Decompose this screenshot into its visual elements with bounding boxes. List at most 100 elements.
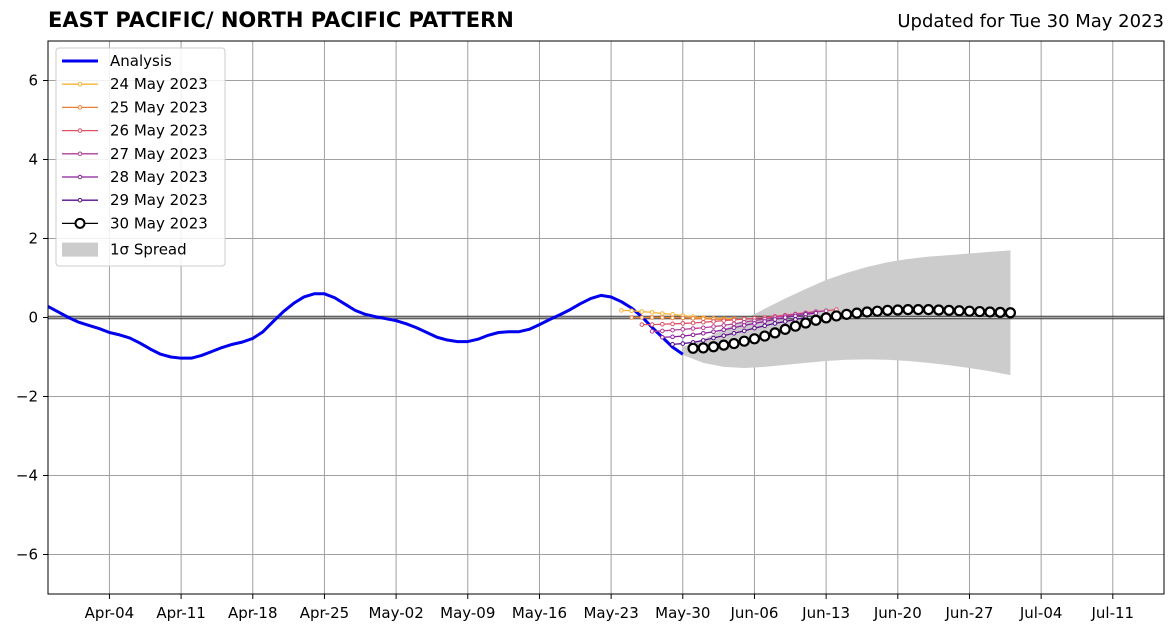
series-point-26-may-2023 (639, 322, 645, 327)
chart-title: EAST PACIFIC/ NORTH PACIFIC PATTERN (48, 8, 514, 32)
legend-item-24-may-2023: 24 May 2023 (62, 75, 208, 93)
series-point-30-may-2023 (953, 305, 965, 317)
series-point-24-may-2023 (629, 308, 634, 314)
series-point-30-may-2023 (718, 339, 730, 351)
series-point-28-may-2023 (731, 325, 737, 331)
series-point-28-may-2023 (711, 329, 716, 335)
x-tick-label: May-23 (583, 604, 638, 622)
series-point-29-may-2023 (762, 323, 767, 329)
series-point-30-may-2023 (994, 306, 1006, 318)
series-point-29-may-2023 (680, 341, 686, 346)
series-point-30-may-2023 (769, 327, 781, 339)
series-point-30-may-2023 (738, 335, 750, 347)
legend-item-27-may-2023: 27 May 2023 (62, 145, 208, 163)
series-point-28-may-2023 (762, 319, 767, 324)
series-point-30-may-2023 (800, 317, 812, 329)
series-point-28-may-2023 (782, 315, 788, 320)
y-tick-label: −4 (16, 467, 38, 485)
y-tick-label: −2 (16, 388, 38, 406)
series-point-28-may-2023 (721, 327, 727, 333)
series-point-30-may-2023 (830, 310, 842, 322)
series-point-27-may-2023 (731, 321, 737, 327)
series-point-30-may-2023 (912, 304, 924, 316)
legend-label: 1σ Spread (110, 241, 187, 259)
x-tick-label: May-16 (512, 604, 567, 622)
series-point-28-may-2023 (813, 310, 819, 316)
series-point-29-may-2023 (700, 338, 706, 343)
series-point-27-may-2023 (670, 327, 675, 333)
legend-label: 30 May 2023 (110, 214, 208, 232)
x-tick-label: Jul-11 (1091, 604, 1135, 622)
legend-label: 26 May 2023 (110, 122, 208, 140)
legend-label: 25 May 2023 (110, 98, 208, 116)
series-point-26-may-2023 (721, 318, 727, 323)
x-tick-label: Apr-18 (228, 604, 278, 622)
grid-lines (48, 41, 1164, 594)
series-point-26-may-2023 (711, 319, 716, 324)
series-point-30-may-2023 (748, 333, 761, 345)
y-tick-label: 0 (28, 309, 38, 327)
legend-box (55, 47, 226, 267)
series-point-28-may-2023 (700, 331, 706, 336)
chart-subtitle: Updated for Tue 30 May 2023 (897, 11, 1164, 32)
series-point-30-may-2023 (861, 306, 873, 318)
series-point-28-may-2023 (660, 334, 665, 340)
series-point-25-may-2023 (649, 315, 655, 320)
series-point-27-may-2023 (690, 326, 696, 331)
series-point-30-may-2023 (779, 323, 791, 335)
legend-marker (77, 81, 83, 87)
series-point-29-may-2023 (721, 333, 727, 338)
series-point-30-may-2023 (1004, 307, 1017, 319)
series-point-29-may-2023 (741, 328, 747, 334)
series-point-30-may-2023 (707, 341, 720, 353)
legend-label: 24 May 2023 (110, 75, 208, 93)
series-point-30-may-2023 (789, 320, 802, 332)
series-point-30-may-2023 (881, 304, 894, 316)
series-point-26-may-2023 (731, 317, 737, 323)
series-point-30-may-2023 (922, 304, 935, 316)
legend-label: 29 May 2023 (110, 191, 208, 209)
series-point-29-may-2023 (670, 342, 675, 347)
legend-marker (77, 174, 83, 180)
series-point-24-may-2023 (639, 309, 645, 314)
series-point-26-may-2023 (680, 321, 686, 326)
legend-marker (77, 105, 83, 110)
series-point-30-may-2023 (820, 312, 832, 324)
x-tick-label: Jun-20 (873, 604, 922, 622)
series-point-26-may-2023 (670, 321, 675, 327)
series-point-30-may-2023 (871, 305, 883, 317)
legend-swatch (62, 242, 98, 257)
series-point-30-may-2023 (933, 304, 945, 316)
series-point-30-may-2023 (759, 330, 771, 342)
legend-label: Analysis (110, 52, 172, 70)
legend-marker (77, 151, 83, 157)
series-point-30-may-2023 (687, 342, 699, 354)
series-point-26-may-2023 (690, 320, 696, 326)
series-point-24-may-2023 (660, 311, 665, 316)
y-tick-label: −6 (16, 546, 38, 564)
series-point-27-may-2023 (700, 325, 706, 331)
x-tick-label: Apr-04 (85, 604, 135, 622)
series-point-30-may-2023 (984, 306, 996, 318)
series-point-30-may-2023 (892, 304, 904, 316)
legend-label: 27 May 2023 (110, 145, 208, 163)
legend-marker (77, 197, 83, 203)
series-point-30-may-2023 (728, 337, 740, 350)
series-layer (47, 292, 1017, 360)
series-line-analysis (47, 292, 684, 360)
series-point-27-may-2023 (711, 324, 716, 329)
series-point-28-may-2023 (772, 317, 778, 322)
series-point-27-may-2023 (649, 329, 655, 334)
series-point-27-may-2023 (660, 328, 665, 334)
y-tick-label: 2 (28, 230, 38, 248)
series-point-28-may-2023 (670, 334, 675, 340)
series-point-29-may-2023 (782, 319, 788, 324)
series-point-29-may-2023 (731, 331, 737, 336)
series-point-30-may-2023 (841, 308, 853, 320)
x-tick-label: May-09 (440, 604, 495, 622)
series-point-30-may-2023 (902, 304, 914, 316)
legend-item-26-may-2023: 26 May 2023 (62, 122, 208, 140)
series-line-28-may-2023 (662, 312, 816, 338)
series-point-26-may-2023 (649, 322, 655, 327)
